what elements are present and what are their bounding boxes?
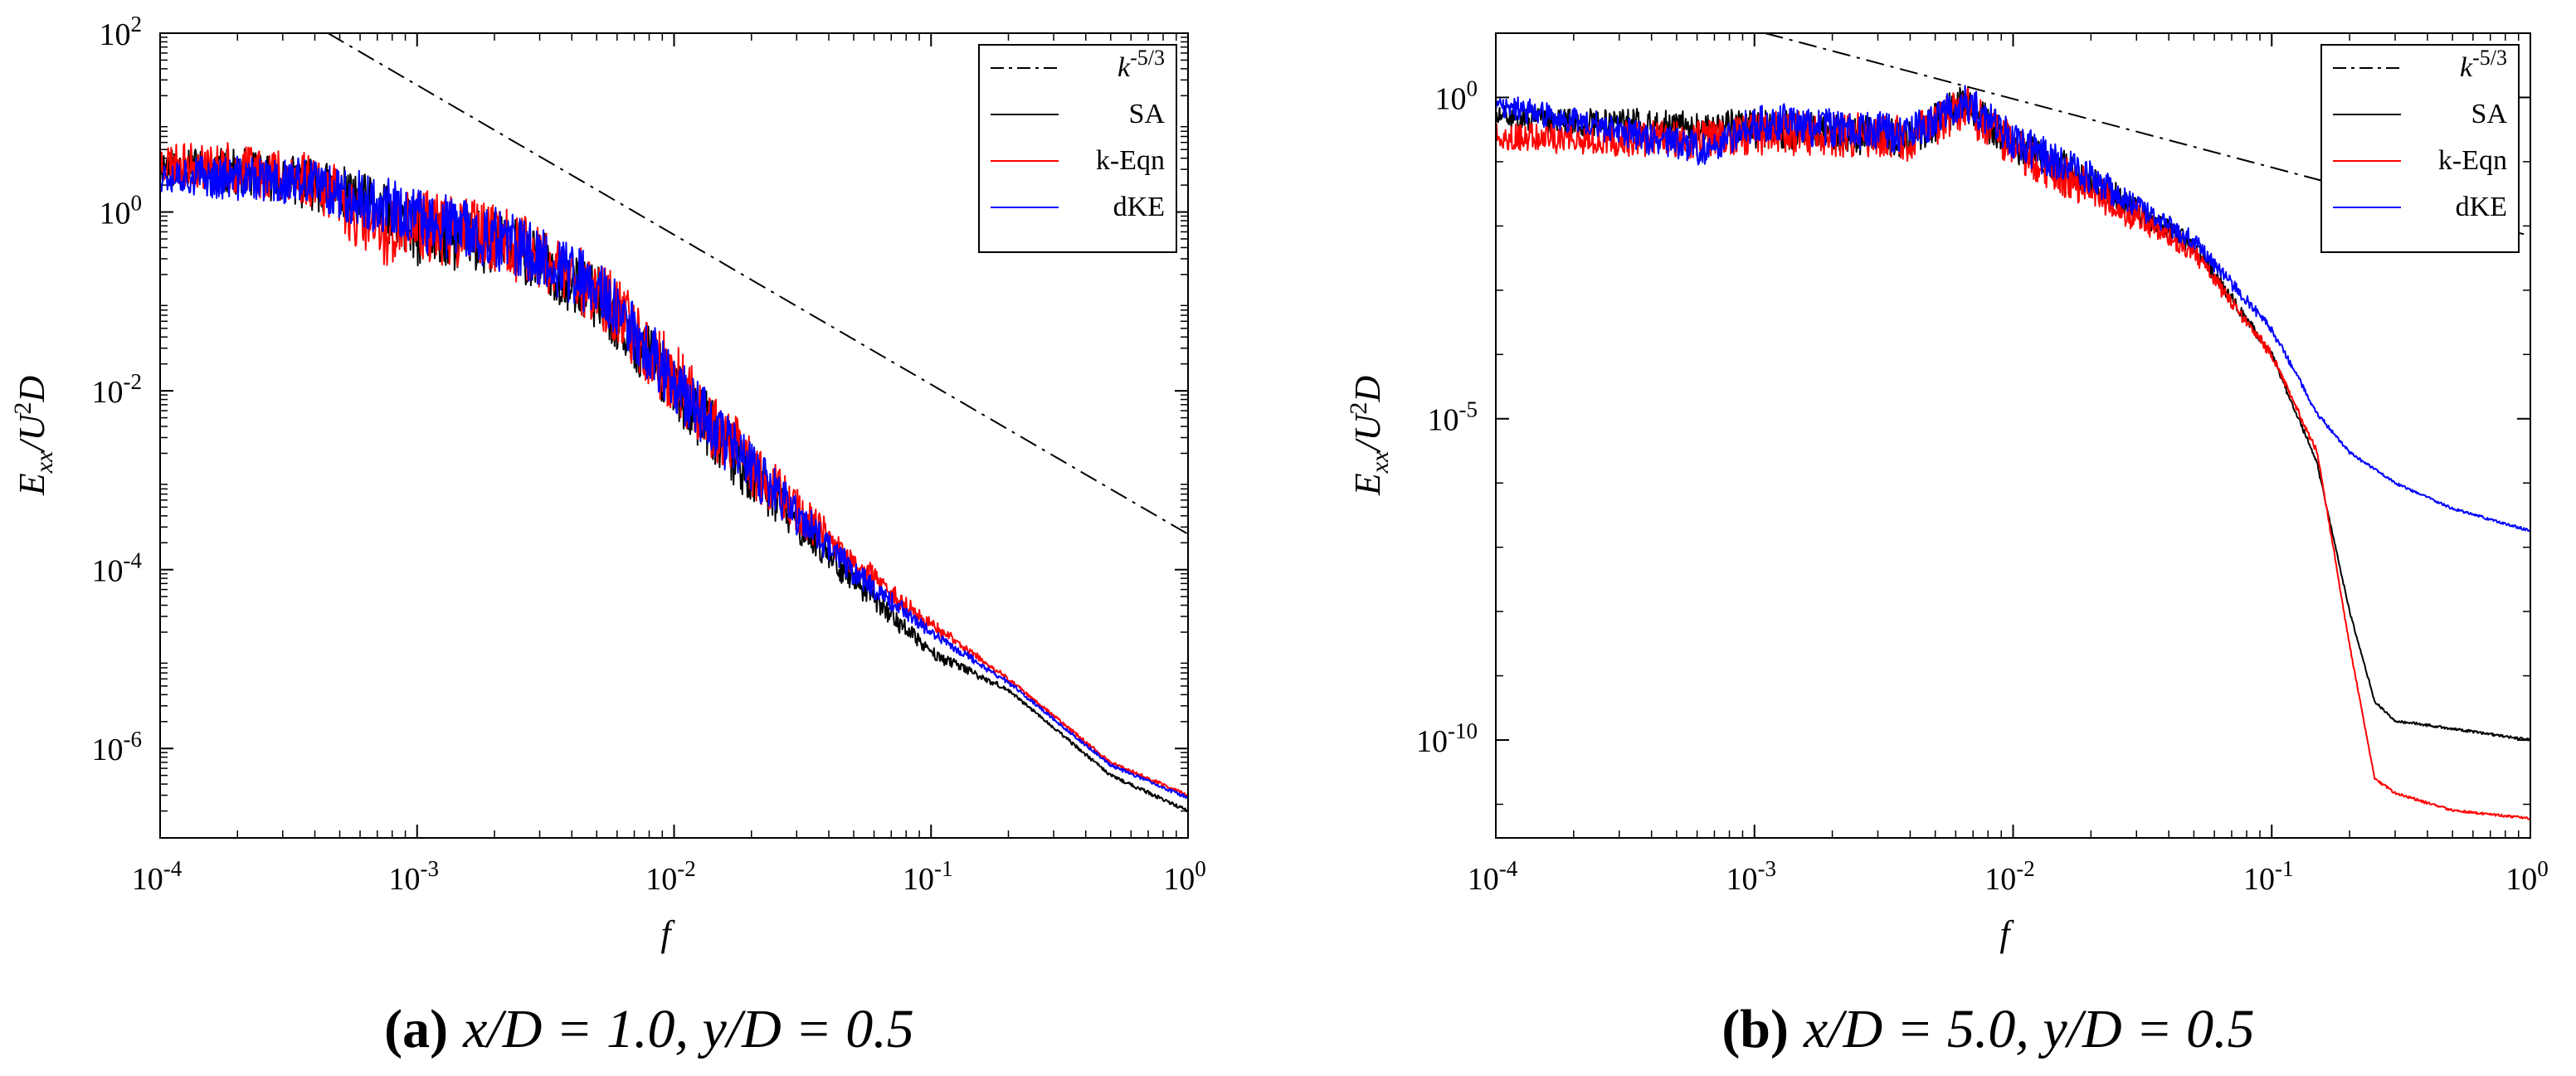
x-tick-label: 10-4	[1468, 856, 1518, 897]
x-tick-label: 100	[1163, 856, 1206, 897]
panel-b-major-ticks	[1495, 33, 2531, 838]
x-tick-label: 100	[2505, 856, 2549, 897]
x-tick-label: 10-4	[132, 856, 183, 897]
x-tick-label: 10-3	[1726, 856, 1777, 897]
legend-label-dKE: dKE	[1113, 192, 1165, 222]
panel-b-y-axis-label: Exx/U2D	[1345, 376, 1394, 497]
panel-b: 10-4 10-3 10-2 10-1 100 10-10 10-5 100 f Exx/U…	[1345, 32, 2549, 1059]
series-line-dKE	[160, 155, 1188, 799]
panel-b-caption: (b) x/D = 5.0, y/D = 0.5	[1721, 999, 2254, 1059]
x-tick-label: 10-3	[389, 856, 440, 897]
x-tick-label: 10-2	[645, 856, 696, 897]
panel-a-series	[160, 33, 1188, 812]
y-tick-label: 100	[100, 191, 143, 231]
panel-b-x-axis-label: f	[1999, 913, 2014, 954]
panel-a-x-axis-label: f	[660, 913, 675, 954]
y-tick-label: 10-2	[92, 369, 143, 410]
caption-letter: (b)	[1721, 999, 1789, 1059]
x-tick-label: 10-1	[903, 856, 953, 897]
legend-label-k-5/3: k-5/3	[1118, 46, 1165, 83]
panel-a-major-ticks	[159, 32, 1189, 838]
legend-label-SA: SA	[2471, 99, 2508, 129]
panel-b-minor-ticks	[1496, 33, 2530, 838]
panel-a-legend: k-5/3 SA k-Eqn dKE	[978, 44, 1177, 253]
y-tick-label: 10-4	[92, 548, 143, 589]
y-tick-label: 10-5	[1428, 397, 1478, 438]
series-line-k-5/3	[327, 33, 1188, 535]
panel-b-y-tick-labels: 10-10 10-5 100	[1416, 75, 1478, 759]
series-line-k-5/3	[1765, 33, 2530, 237]
panel-b-legend: k-5/3 SA k-Eqn dKE	[2320, 44, 2520, 253]
y-tick-label: 100	[1435, 75, 1478, 116]
panel-a-y-tick-labels: 10-6 10-4 10-2 100 102	[92, 12, 143, 767]
series-line-dKE	[1496, 85, 2530, 533]
panel-a-caption: (a) x/D = 1.0, y/D = 0.5	[384, 999, 914, 1059]
panel-b-x-tick-labels: 10-4 10-3 10-2 10-1 100	[1468, 856, 2549, 897]
y-tick-label: 102	[100, 12, 143, 52]
caption-letter: (a)	[384, 999, 448, 1059]
legend-label-SA: SA	[1129, 99, 1166, 129]
x-tick-label: 10-2	[1984, 856, 2035, 897]
panel-a-y-axis-label: Exx/U2D	[9, 376, 58, 497]
panel-b-series	[1496, 33, 2530, 820]
legend-label-dKE: dKE	[2456, 192, 2507, 222]
legend-box	[978, 44, 1177, 253]
y-tick-label: 10-6	[92, 727, 143, 767]
legend-label-k-Eqn: k-Eqn	[2438, 145, 2507, 176]
panel-a: 10-4 10-3 10-2 10-1 100 10-6 10-4 10-2 100 102 f…	[9, 12, 1206, 1059]
y-tick-label: 10-10	[1416, 718, 1478, 759]
legend-box	[2320, 44, 2520, 253]
panel-a-x-tick-labels: 10-4 10-3 10-2 10-1 100	[132, 856, 1206, 897]
panel-a-minor-ticks	[160, 33, 1188, 838]
legend-label-k-5/3: k-5/3	[2460, 46, 2507, 83]
x-tick-label: 10-1	[2243, 856, 2294, 897]
legend-label-k-Eqn: k-Eqn	[1096, 145, 1165, 176]
